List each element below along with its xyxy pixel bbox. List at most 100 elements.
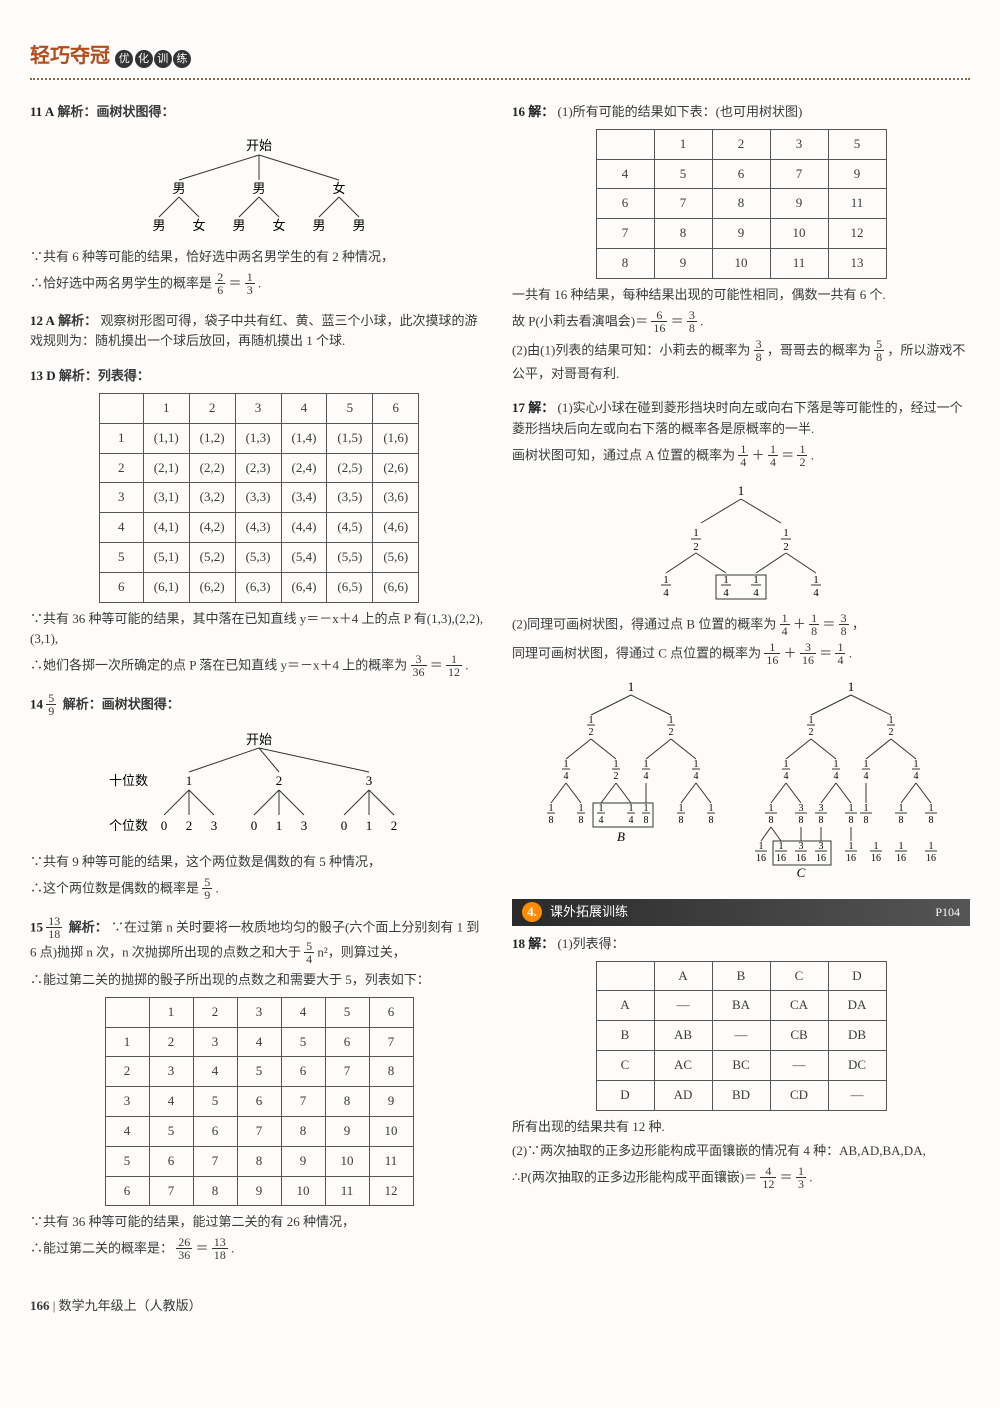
q11-label: 解析：画树状图得： xyxy=(57,104,174,119)
q16-line1: (1)所有可能的结果如下表：(也可用树状图) xyxy=(558,104,803,119)
table-header: C xyxy=(770,961,828,991)
svg-text:16: 16 xyxy=(896,853,906,864)
table-header: 1 xyxy=(143,393,189,423)
svg-text:1: 1 xyxy=(599,803,604,814)
q18: 18 解： (1)列表得： ABCDA—BACADABAB—CBDBCACBC—… xyxy=(512,934,970,1191)
brand-tags: 优 化 训 练 xyxy=(117,48,191,69)
svg-text:4: 4 xyxy=(629,815,634,826)
svg-text:1: 1 xyxy=(669,715,674,726)
svg-text:女: 女 xyxy=(272,218,285,233)
q11-line1: ∵共有 6 种等可能的结果，恰好选中两名男学生的有 2 种情况， xyxy=(30,247,488,268)
svg-text:个位数: 个位数 xyxy=(109,818,148,833)
table-header xyxy=(99,393,143,423)
svg-text:4: 4 xyxy=(644,771,649,782)
q16-line4: (2)由(1)列表的结果可知：小莉去的概率为 38 ，哥哥去的概率为 58 ，所… xyxy=(512,339,970,385)
q17: 17 解： (1)实心小球在碰到菱形挡块时向左或向右下落是等可能性的，经过一个菱… xyxy=(512,398,970,885)
svg-text:3: 3 xyxy=(366,773,373,788)
q17-num: 17 解： xyxy=(512,400,554,415)
svg-text:2: 2 xyxy=(276,773,283,788)
svg-text:1: 1 xyxy=(779,841,784,852)
svg-text:8: 8 xyxy=(769,815,774,826)
q11-tree-svg: 开始 男 男 女 男 女 男 女 男 男 xyxy=(109,135,409,235)
svg-text:1: 1 xyxy=(849,841,854,852)
section-4-title: 课外拓展训练 xyxy=(550,902,628,923)
table-row: 45679 xyxy=(596,159,886,189)
svg-text:1: 1 xyxy=(679,803,684,814)
q13-line2: ∴她们各掷一次所确定的点 P 落在已知直线 y＝－x＋4 上的概率为 336 ＝… xyxy=(30,654,488,679)
svg-text:1: 1 xyxy=(629,803,634,814)
q15-table: 1234561234567234567834567894567891056789… xyxy=(105,997,414,1207)
svg-text:开始: 开始 xyxy=(246,138,272,153)
svg-text:8: 8 xyxy=(819,815,824,826)
svg-text:1: 1 xyxy=(848,679,855,694)
q15-line2: ∴能过第二关的抛掷的骰子所出现的点数之和需要大于 5，列表如下： xyxy=(30,970,488,991)
q14-num: 14 xyxy=(30,697,43,712)
table-row: 3(3,1)(3,2)(3,3)(3,4)(3,5)(3,6) xyxy=(99,483,419,513)
page-footer: 166 | 数学九年级上（人教版） xyxy=(30,1296,970,1317)
q18-num: 18 解： xyxy=(512,936,554,951)
svg-text:1: 1 xyxy=(723,574,729,586)
tag-3: 训 xyxy=(154,50,172,68)
q16-line2: 一共有 16 种结果，每种结果出现的可能性相同，偶数一共有 6 个. xyxy=(512,285,970,306)
q11: 11 A 解析：画树状图得： 开始 男 男 女 男 女 男 女 男 男 ∵共有 … xyxy=(30,102,488,297)
svg-text:1: 1 xyxy=(874,841,879,852)
svg-text:1: 1 xyxy=(769,803,774,814)
q14-line1: ∵共有 9 种等可能的结果，这个两位数是偶数的有 5 种情况， xyxy=(30,852,488,873)
q18-line1: (1)列表得： xyxy=(558,936,625,951)
svg-text:1: 1 xyxy=(564,759,569,770)
q13-table: 1234561(1,1)(1,2)(1,3)(1,4)(1,5)(1,6)2(2… xyxy=(99,393,420,603)
svg-text:1: 1 xyxy=(663,574,669,586)
q11-tree: 开始 男 男 女 男 女 男 女 男 男 xyxy=(30,129,488,241)
q16-num: 16 解： xyxy=(512,104,554,119)
q15-line4: ∴能过第二关的概率是： 2636 ＝ 1318 . xyxy=(30,1237,488,1262)
table-header xyxy=(105,997,149,1027)
q12-label: 解析： xyxy=(58,313,97,328)
svg-text:2: 2 xyxy=(589,727,594,738)
table-header: 1 xyxy=(149,997,193,1027)
q15-label: 解析： xyxy=(69,919,108,934)
q14: 14 59 解析：画树状图得： 开始 十位数 个位数 1 2 3 0230130… xyxy=(30,693,488,902)
svg-text:1: 1 xyxy=(366,818,373,833)
svg-text:8: 8 xyxy=(644,815,649,826)
table-header: 2 xyxy=(712,129,770,159)
svg-text:1: 1 xyxy=(644,803,649,814)
svg-text:8: 8 xyxy=(929,815,934,826)
svg-text:1: 1 xyxy=(644,759,649,770)
svg-text:1: 1 xyxy=(899,841,904,852)
svg-text:3: 3 xyxy=(799,803,804,814)
q14-label: 解析：画树状图得： xyxy=(63,697,180,712)
q15: 15 1318 解析： ∵在过第 n 关时要将一枚质地均匀的骰子(六个面上分别刻… xyxy=(30,916,488,1262)
svg-text:1: 1 xyxy=(738,483,745,498)
table-header: 3 xyxy=(237,997,281,1027)
svg-text:4: 4 xyxy=(599,815,604,826)
table-row: DADBDCD— xyxy=(596,1080,886,1110)
svg-text:男: 男 xyxy=(172,181,185,196)
q18-line2: 所有出现的结果共有 12 种. xyxy=(512,1117,970,1138)
q15-num: 15 xyxy=(30,919,43,934)
table-row: 6(6,1)(6,2)(6,3)(6,4)(6,5)(6,6) xyxy=(99,572,419,602)
table-row: 567891011 xyxy=(105,1146,413,1176)
q13-label: 解析：列表得： xyxy=(59,368,150,383)
svg-text:1: 1 xyxy=(549,803,554,814)
table-row: BAB—CBDB xyxy=(596,1021,886,1051)
svg-text:1: 1 xyxy=(864,759,869,770)
table-row: 678911 xyxy=(596,189,886,219)
q13-num: 13 D xyxy=(30,368,56,383)
q15-line3: ∵共有 36 种等可能的结果，能过第二关的有 26 种情况， xyxy=(30,1212,488,1233)
table-header: 6 xyxy=(373,393,419,423)
left-column: 11 A 解析：画树状图得： 开始 男 男 女 男 女 男 女 男 男 ∵共有 … xyxy=(30,98,488,1276)
table-header: 4 xyxy=(281,393,327,423)
table-row: 3456789 xyxy=(105,1087,413,1117)
table-header xyxy=(596,129,654,159)
svg-text:1: 1 xyxy=(784,759,789,770)
q14-tree-svg: 开始 十位数 个位数 1 2 3 023013012 xyxy=(79,730,439,840)
svg-text:8: 8 xyxy=(709,815,714,826)
svg-text:1: 1 xyxy=(813,574,819,586)
page-number: 166 xyxy=(30,1298,50,1313)
q18-line3: (2)∵两次抽取的正多边形能构成平面镶嵌的情况有 4 种：AB,AD,BA,DA… xyxy=(512,1141,970,1162)
svg-text:3: 3 xyxy=(819,841,824,852)
svg-text:1: 1 xyxy=(186,773,193,788)
svg-text:0: 0 xyxy=(341,818,348,833)
q17-line3: (2)同理可画树状图，得通过点 B 位置的概率为 14 ＋ 18 ＝ 38 ， xyxy=(512,613,970,638)
q11-num: 11 A xyxy=(30,104,54,119)
